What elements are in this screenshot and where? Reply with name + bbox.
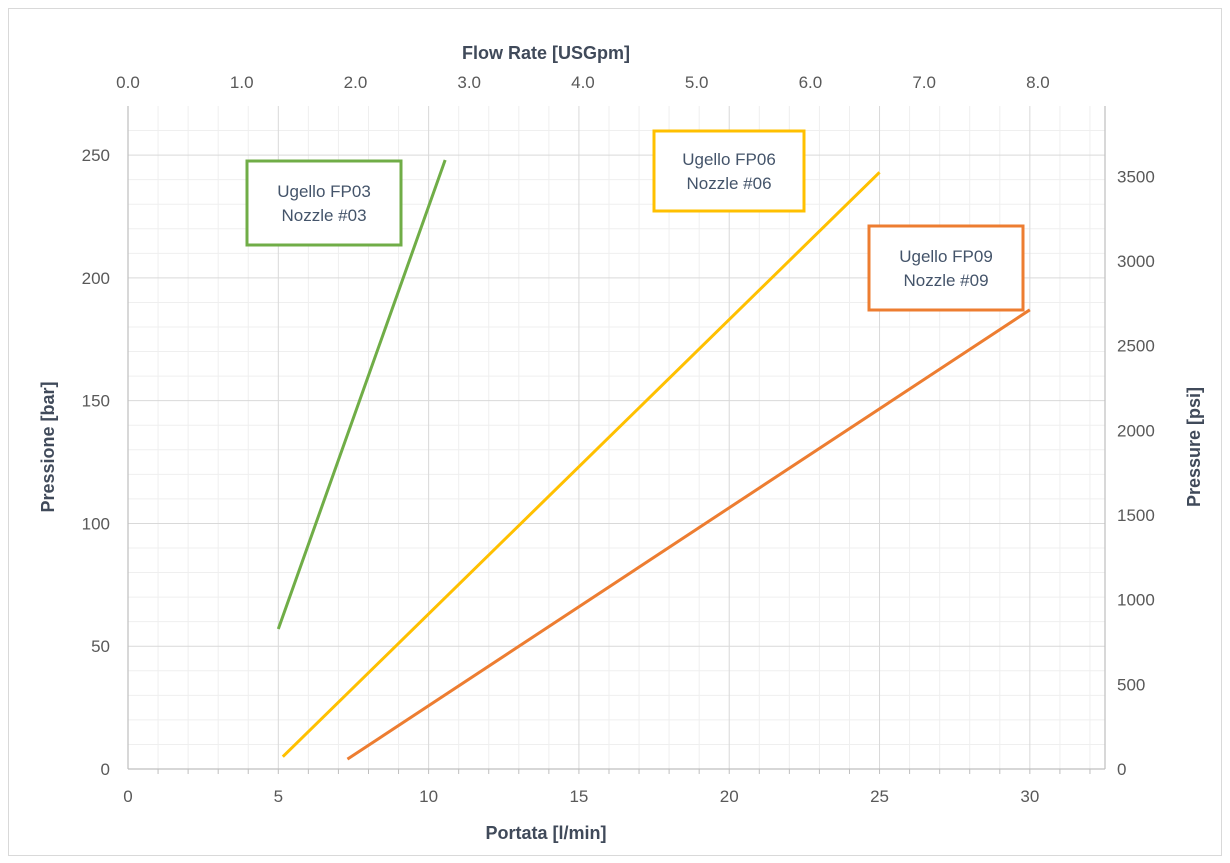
top-tick-label: 4.0: [571, 73, 595, 92]
x-tick-label: 30: [1020, 787, 1039, 806]
right-tick-label: 3000: [1117, 252, 1155, 271]
top-tick-label: 0.0: [116, 73, 140, 92]
y-tick-label: 150: [82, 392, 110, 411]
x-tick-label: 0: [123, 787, 132, 806]
top-tick-label: 6.0: [799, 73, 823, 92]
annotation-text: Ugello FP03: [277, 182, 371, 201]
y-axis-title: Pressione [bar]: [38, 381, 58, 512]
top-tick-label: 1.0: [230, 73, 254, 92]
annotation-text: Nozzle #06: [686, 174, 771, 193]
annotation-text: Ugello FP09: [899, 247, 993, 266]
top-tick-label: 7.0: [912, 73, 936, 92]
annotation-box: [867, 224, 1025, 312]
series-line-2: [281, 171, 881, 758]
top-tick-label: 3.0: [457, 73, 481, 92]
x-axis-title: Portata [l/min]: [485, 823, 606, 843]
y-tick-label: 100: [82, 514, 110, 533]
y-tick-label: 200: [82, 269, 110, 288]
y-tick-label: 0: [101, 760, 110, 779]
top-tick-label: 8.0: [1026, 73, 1050, 92]
right-tick-label: 2000: [1117, 421, 1155, 440]
annotation-box: [652, 129, 806, 213]
annotation-text: Nozzle #09: [903, 271, 988, 290]
annotation-2: Ugello FP06 Nozzle #06: [652, 129, 806, 213]
x-tick-label: 5: [274, 787, 283, 806]
right-tick-label: 1000: [1117, 591, 1155, 610]
right-tick-label: 500: [1117, 675, 1145, 694]
y-tick-label: 250: [82, 146, 110, 165]
y-tick-label: 50: [91, 637, 110, 656]
chart-container: Ugello FP03 Nozzle #03 Ugello FP06 Nozzle #…: [8, 8, 1222, 856]
top-tick-label: 2.0: [344, 73, 368, 92]
top-tick-label: 5.0: [685, 73, 709, 92]
annotation-text: Ugello FP06: [682, 150, 776, 169]
x-tick-label: 25: [870, 787, 889, 806]
right-axis-title: Pressure [psi]: [1184, 387, 1204, 507]
series-layer: [276, 159, 1031, 761]
x-tick-label: 15: [569, 787, 588, 806]
top-axis-title: Flow Rate [USGpm]: [462, 43, 630, 63]
series-line-3: [346, 308, 1031, 761]
tick-labels: 0 5 10 15 20 25 30 0 50 100 150 200 250 0.0 1.0 2.0 3.0 4…: [82, 73, 1155, 806]
annotation-text: Nozzle #03: [281, 206, 366, 225]
x-tick-label: 10: [419, 787, 438, 806]
series-line-1: [276, 159, 447, 630]
annotations-layer: Ugello FP03 Nozzle #03 Ugello FP06 Nozzle #…: [245, 129, 1025, 312]
annotation-3: Ugello FP09 Nozzle #09: [867, 224, 1025, 312]
pressure-flow-chart: Ugello FP03 Nozzle #03 Ugello FP06 Nozzle #…: [38, 43, 1204, 843]
right-tick-label: 0: [1117, 760, 1126, 779]
x-tick-label: 20: [720, 787, 739, 806]
right-tick-label: 1500: [1117, 506, 1155, 525]
right-tick-label: 3500: [1117, 167, 1155, 186]
axes: [127, 106, 1106, 774]
annotation-1: Ugello FP03 Nozzle #03: [245, 159, 403, 247]
major-grid: [128, 106, 1105, 769]
annotation-box: [245, 159, 403, 247]
right-tick-label: 2500: [1117, 337, 1155, 356]
